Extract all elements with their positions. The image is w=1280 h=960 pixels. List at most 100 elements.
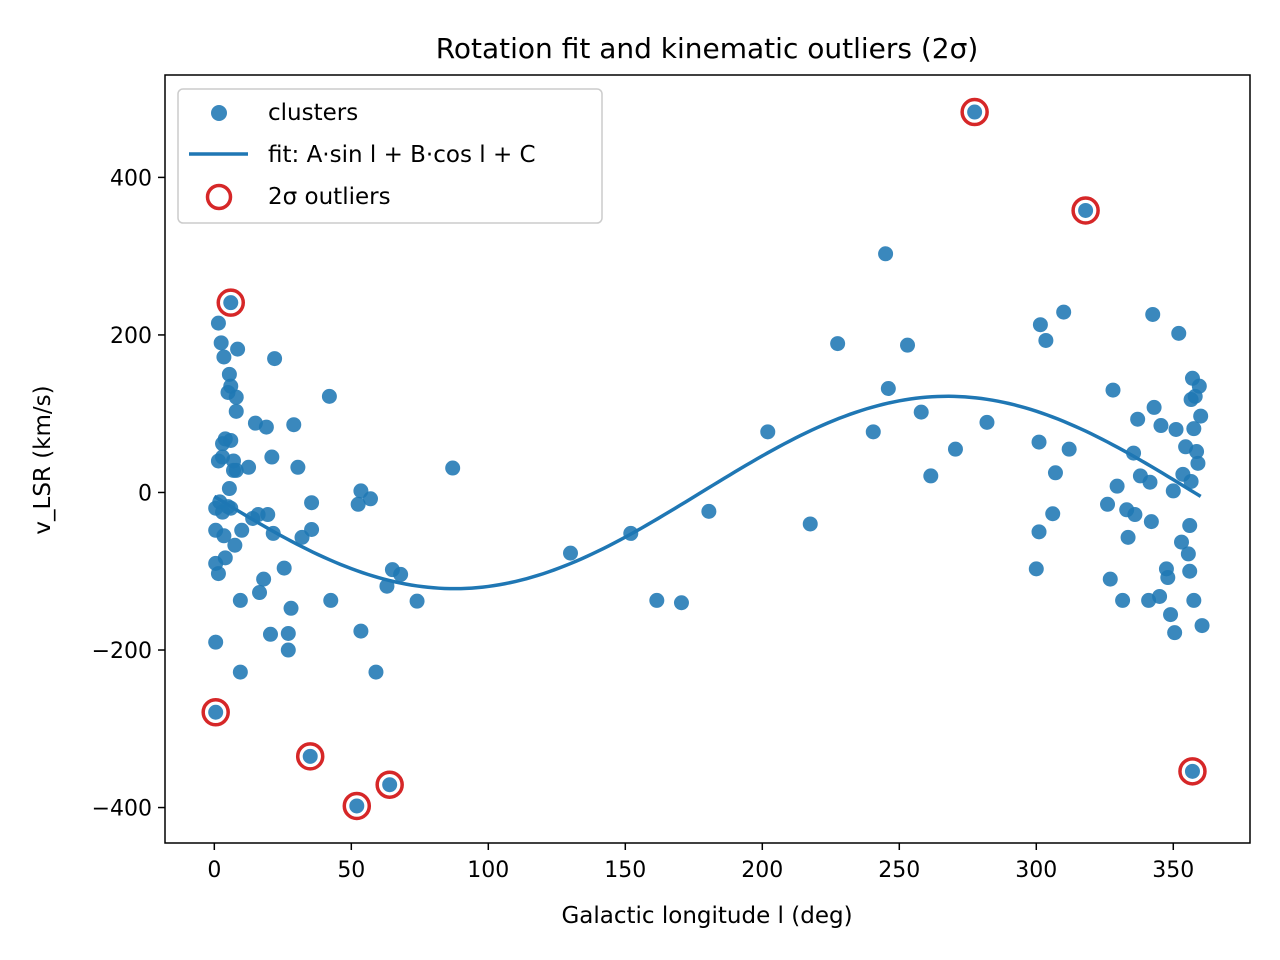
y-tick-label: −200 xyxy=(92,639,152,664)
cluster-point xyxy=(280,642,296,658)
cluster-point xyxy=(701,503,717,519)
cluster-point xyxy=(1145,306,1161,322)
cluster-point xyxy=(830,336,846,352)
x-tick-label: 100 xyxy=(467,858,509,883)
cluster-point xyxy=(260,507,276,523)
cluster-point xyxy=(1194,618,1210,634)
cluster-point xyxy=(368,664,384,680)
cluster-point xyxy=(304,495,320,511)
x-tick-label: 350 xyxy=(1152,858,1194,883)
cluster-point xyxy=(1143,514,1159,530)
cluster-point xyxy=(264,449,280,465)
cluster-point xyxy=(1120,529,1136,545)
outlier-marker xyxy=(960,97,989,127)
cluster-point xyxy=(1191,378,1207,394)
cluster-point xyxy=(221,481,237,497)
cluster-point xyxy=(1047,465,1063,481)
cluster-point xyxy=(445,460,461,476)
outlier-marker xyxy=(201,697,230,727)
cluster-point xyxy=(1189,444,1205,460)
cluster-point xyxy=(947,441,963,457)
cluster-point xyxy=(230,341,246,357)
cluster-point xyxy=(1190,455,1206,471)
cluster-point xyxy=(1186,421,1202,437)
cluster-point xyxy=(323,592,339,608)
cluster-point xyxy=(208,704,224,720)
fit-curve xyxy=(213,394,1202,591)
cluster-point xyxy=(208,634,224,650)
cluster-point xyxy=(1165,483,1181,499)
legend-outliers-label: 2σ outliers xyxy=(268,184,391,210)
y-tick-label: 400 xyxy=(110,166,152,191)
outlier-marker xyxy=(1178,757,1207,786)
cluster-point xyxy=(223,500,239,516)
cluster-point xyxy=(321,388,337,404)
cluster-point xyxy=(1168,421,1184,437)
cluster-point xyxy=(362,491,378,507)
fit-layer xyxy=(213,394,1202,591)
cluster-point xyxy=(228,389,244,405)
cluster-point xyxy=(217,550,233,566)
cluster-point xyxy=(1174,534,1190,550)
cluster-point xyxy=(232,592,248,608)
cluster-point xyxy=(1102,571,1118,587)
x-tick-label: 0 xyxy=(207,858,221,883)
cluster-point xyxy=(349,798,365,814)
cluster-point xyxy=(241,459,257,475)
cluster-point xyxy=(256,571,272,587)
legend-box xyxy=(177,88,603,224)
x-tick-label: 300 xyxy=(1015,858,1057,883)
outlier-marker xyxy=(295,742,325,771)
cluster-point xyxy=(900,337,916,353)
cluster-point xyxy=(1153,418,1169,434)
cluster-point xyxy=(350,496,366,512)
chart-title: Rotation fit and kinematic outliers (2σ) xyxy=(436,32,979,65)
cluster-point xyxy=(1031,524,1047,540)
legend-outliers-marker xyxy=(205,183,233,211)
x-tick-label: 200 xyxy=(741,858,783,883)
cluster-point xyxy=(1126,445,1142,461)
x-axis-label: Galactic longitude l (deg) xyxy=(561,903,852,929)
cluster-point xyxy=(216,528,232,544)
x-tick-label: 50 xyxy=(337,858,365,883)
axis-ticks: 0 50 100 150 200 250 300 350 −400 −200 0 200 400 xyxy=(92,166,1195,883)
cluster-point xyxy=(865,424,881,440)
cluster-point xyxy=(228,403,244,419)
cluster-point xyxy=(379,578,395,594)
outlier-marker xyxy=(342,791,372,821)
points-layer xyxy=(208,104,1210,814)
y-tick-label: 0 xyxy=(138,481,152,506)
cluster-point xyxy=(967,104,983,120)
outlier-marker xyxy=(1071,196,1100,225)
cluster-point xyxy=(1127,507,1143,523)
cluster-point xyxy=(913,404,929,420)
y-axis-label: v_LSR (km/s) xyxy=(30,385,56,534)
cluster-point xyxy=(353,623,369,639)
cluster-point xyxy=(227,537,243,553)
cluster-point xyxy=(878,246,894,262)
cluster-point xyxy=(1193,408,1209,424)
cluster-point xyxy=(1109,478,1125,494)
cluster-point xyxy=(1160,570,1176,586)
cluster-point xyxy=(234,522,250,538)
cluster-point xyxy=(802,516,818,532)
cluster-point xyxy=(880,381,896,397)
cluster-point xyxy=(1028,561,1044,577)
cluster-point xyxy=(1045,506,1061,522)
cluster-point xyxy=(223,432,239,448)
cluster-point xyxy=(1186,592,1202,608)
cluster-point xyxy=(1182,518,1198,534)
cluster-point xyxy=(1105,382,1121,398)
legend-fit-label: fit: A·sin l + B·cos l + C xyxy=(268,142,536,168)
outliers-layer xyxy=(201,97,1207,821)
x-tick-label: 150 xyxy=(604,858,646,883)
legend: clusters fit: A·sin l + B·cos l + C 2σ o… xyxy=(177,88,603,224)
cluster-point xyxy=(409,593,425,609)
cluster-point xyxy=(649,592,665,608)
cluster-point xyxy=(286,417,302,433)
cluster-point xyxy=(210,566,226,582)
cluster-point xyxy=(228,462,244,478)
cluster-point xyxy=(563,545,579,561)
cluster-point xyxy=(265,525,281,541)
